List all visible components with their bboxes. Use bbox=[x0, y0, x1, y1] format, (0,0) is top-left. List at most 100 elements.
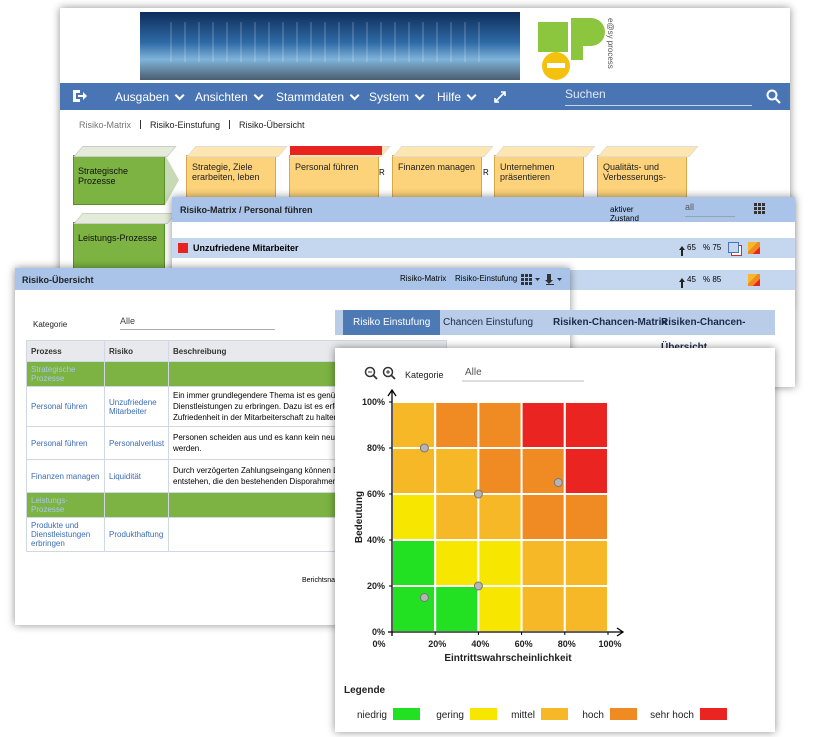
risk-cell[interactable]: Unzufriedene Mitarbeiter bbox=[104, 386, 169, 427]
search-icon[interactable] bbox=[766, 89, 781, 104]
nav-item[interactable]: System bbox=[369, 90, 425, 104]
percent-value: % 85 bbox=[703, 275, 722, 284]
caret bbox=[414, 90, 425, 101]
section-label[interactable]: Leistungs-Prozesse bbox=[26, 492, 105, 518]
x-tick-label: 100% bbox=[598, 639, 621, 649]
matrix-cell bbox=[563, 539, 610, 587]
process-cell[interactable]: Personal führen bbox=[26, 386, 105, 427]
x-tick-label: 20% bbox=[428, 639, 446, 649]
legend-swatch bbox=[700, 708, 727, 720]
risk-point[interactable] bbox=[473, 489, 483, 499]
section-cell bbox=[104, 361, 169, 387]
nav-bar: Suchen Ausgaben Ansichten Stammdaten System… bbox=[60, 83, 790, 110]
legend-swatch bbox=[470, 708, 497, 720]
risk-point[interactable] bbox=[419, 443, 429, 453]
risk-point[interactable] bbox=[553, 478, 563, 487]
trend-arrow bbox=[679, 243, 685, 256]
x-tick-label: 80% bbox=[558, 639, 576, 649]
process-cell[interactable]: Produkte und Dienstleistungen erbringen bbox=[26, 517, 105, 552]
risk-cell[interactable]: Personalverlust bbox=[104, 426, 169, 460]
header-icons[interactable] bbox=[521, 273, 567, 285]
state-label: aktiver Zustand bbox=[610, 205, 639, 223]
tab-bar: Risiko Einstufung Chancen Einstufung Risik… bbox=[335, 310, 775, 353]
risk-row: Unzufriedene Mitarbeiter 65 % 75 bbox=[172, 238, 795, 258]
risk-name[interactable]: Unzufriedene Mitarbeiter bbox=[193, 243, 299, 253]
separator bbox=[140, 120, 142, 129]
matrix-cell bbox=[520, 401, 566, 449]
x-tick-label: 0% bbox=[372, 639, 385, 649]
risk-matrix: Kategorie Alle 0% 20% 40% 60% 80% 100% 0% 20% 40… bbox=[344, 364, 727, 721]
process-cell[interactable]: Finanzen managen bbox=[26, 459, 105, 493]
panel-title: Risiko-Matrix / Personal führen bbox=[180, 205, 313, 215]
y-tick-label: 0% bbox=[372, 627, 385, 637]
process-cell[interactable]: Personal führen bbox=[26, 426, 105, 460]
legend-label: mittel bbox=[511, 710, 535, 721]
matrix-cell bbox=[520, 447, 566, 495]
risk-level-square bbox=[178, 243, 188, 253]
tab[interactable]: Risiken-Chancen-Übersicht bbox=[661, 317, 746, 353]
caret bbox=[253, 90, 264, 101]
nav-label: Ansichten bbox=[195, 90, 248, 104]
matrix-cell bbox=[477, 539, 523, 587]
matrix-cell bbox=[520, 539, 566, 587]
trend-arrow bbox=[679, 275, 685, 288]
matrix-cell bbox=[434, 401, 480, 449]
filter-select[interactable] bbox=[462, 364, 584, 381]
risk-cell[interactable]: Liquidität bbox=[104, 459, 169, 493]
nav-item[interactable]: Hilfe bbox=[437, 90, 477, 104]
matrix-cell bbox=[391, 401, 437, 449]
nav-item[interactable]: Stammdaten bbox=[276, 90, 360, 104]
matrix-cell bbox=[563, 493, 610, 541]
risk-cell[interactable]: Produkthaftung bbox=[104, 517, 169, 552]
risk-marker: R bbox=[483, 168, 489, 177]
nav-item[interactable]: Ansichten bbox=[195, 90, 264, 104]
legend-label: niedrig bbox=[357, 710, 387, 721]
y-tick-label: 80% bbox=[367, 443, 385, 453]
risk-point[interactable] bbox=[419, 593, 429, 602]
breadcrumb-item[interactable]: Risiko-Einstufung bbox=[150, 120, 221, 130]
legend-label: gering bbox=[436, 710, 464, 721]
logout-icon[interactable] bbox=[72, 89, 88, 103]
matrix-cell bbox=[391, 447, 437, 495]
assessment-panel: Kategorie Alle 0% 20% 40% 60% 80% 100% 0% 20% 40… bbox=[335, 348, 775, 732]
heatmap-icon[interactable] bbox=[748, 242, 760, 254]
legend-title: Legende bbox=[344, 685, 386, 696]
legend-swatch bbox=[541, 708, 568, 720]
state-select[interactable]: all bbox=[685, 202, 735, 217]
header-link[interactable]: Risiko-Einstufung bbox=[455, 274, 518, 283]
matrix-cell bbox=[391, 539, 437, 587]
grid-icon[interactable] bbox=[754, 203, 766, 215]
matrix-cell bbox=[477, 447, 523, 495]
zoom-in[interactable] bbox=[382, 366, 396, 380]
section-label[interactable]: Strategische Prozesse bbox=[26, 361, 105, 387]
breadcrumb-item[interactable]: Risiko-Matrix bbox=[79, 120, 132, 130]
matrix-cell bbox=[434, 447, 480, 495]
x-tick-label: 60% bbox=[515, 639, 533, 649]
nav-label: Hilfe bbox=[437, 90, 462, 104]
logo-block bbox=[538, 22, 568, 52]
matrix-cell bbox=[563, 585, 610, 633]
header-link[interactable]: Risiko-Matrix bbox=[400, 274, 447, 283]
copy-icon[interactable] bbox=[728, 242, 739, 253]
process-group[interactable]: Strategische Prozesse bbox=[73, 155, 165, 205]
matrix-cell bbox=[563, 401, 610, 449]
risk-point[interactable] bbox=[473, 581, 483, 591]
banner-texture bbox=[170, 22, 490, 62]
tab[interactable]: Chancen Einstufung bbox=[443, 317, 534, 328]
nav-item[interactable]: Ausgaben bbox=[115, 90, 185, 104]
section-cell bbox=[104, 492, 169, 518]
percent-value: % 75 bbox=[703, 243, 722, 252]
tab[interactable]: Risiken-Chancen-Matrix bbox=[553, 317, 667, 328]
zoom-out[interactable] bbox=[364, 366, 378, 380]
y-tick-label: 100% bbox=[362, 397, 385, 407]
matrix-cell bbox=[477, 585, 523, 633]
expand-icon[interactable] bbox=[493, 90, 507, 104]
process-group[interactable]: Leistungs-Prozesse bbox=[73, 222, 165, 272]
heatmap-icon[interactable] bbox=[748, 274, 760, 286]
breadcrumb-item[interactable]: Risiko-Übersicht bbox=[239, 120, 305, 130]
search-field[interactable]: Suchen bbox=[565, 87, 752, 106]
caret bbox=[174, 90, 185, 101]
tab[interactable]: Risiko Einstufung bbox=[343, 310, 441, 335]
y-axis bbox=[387, 388, 397, 636]
filter-select[interactable]: Alle bbox=[120, 316, 275, 330]
